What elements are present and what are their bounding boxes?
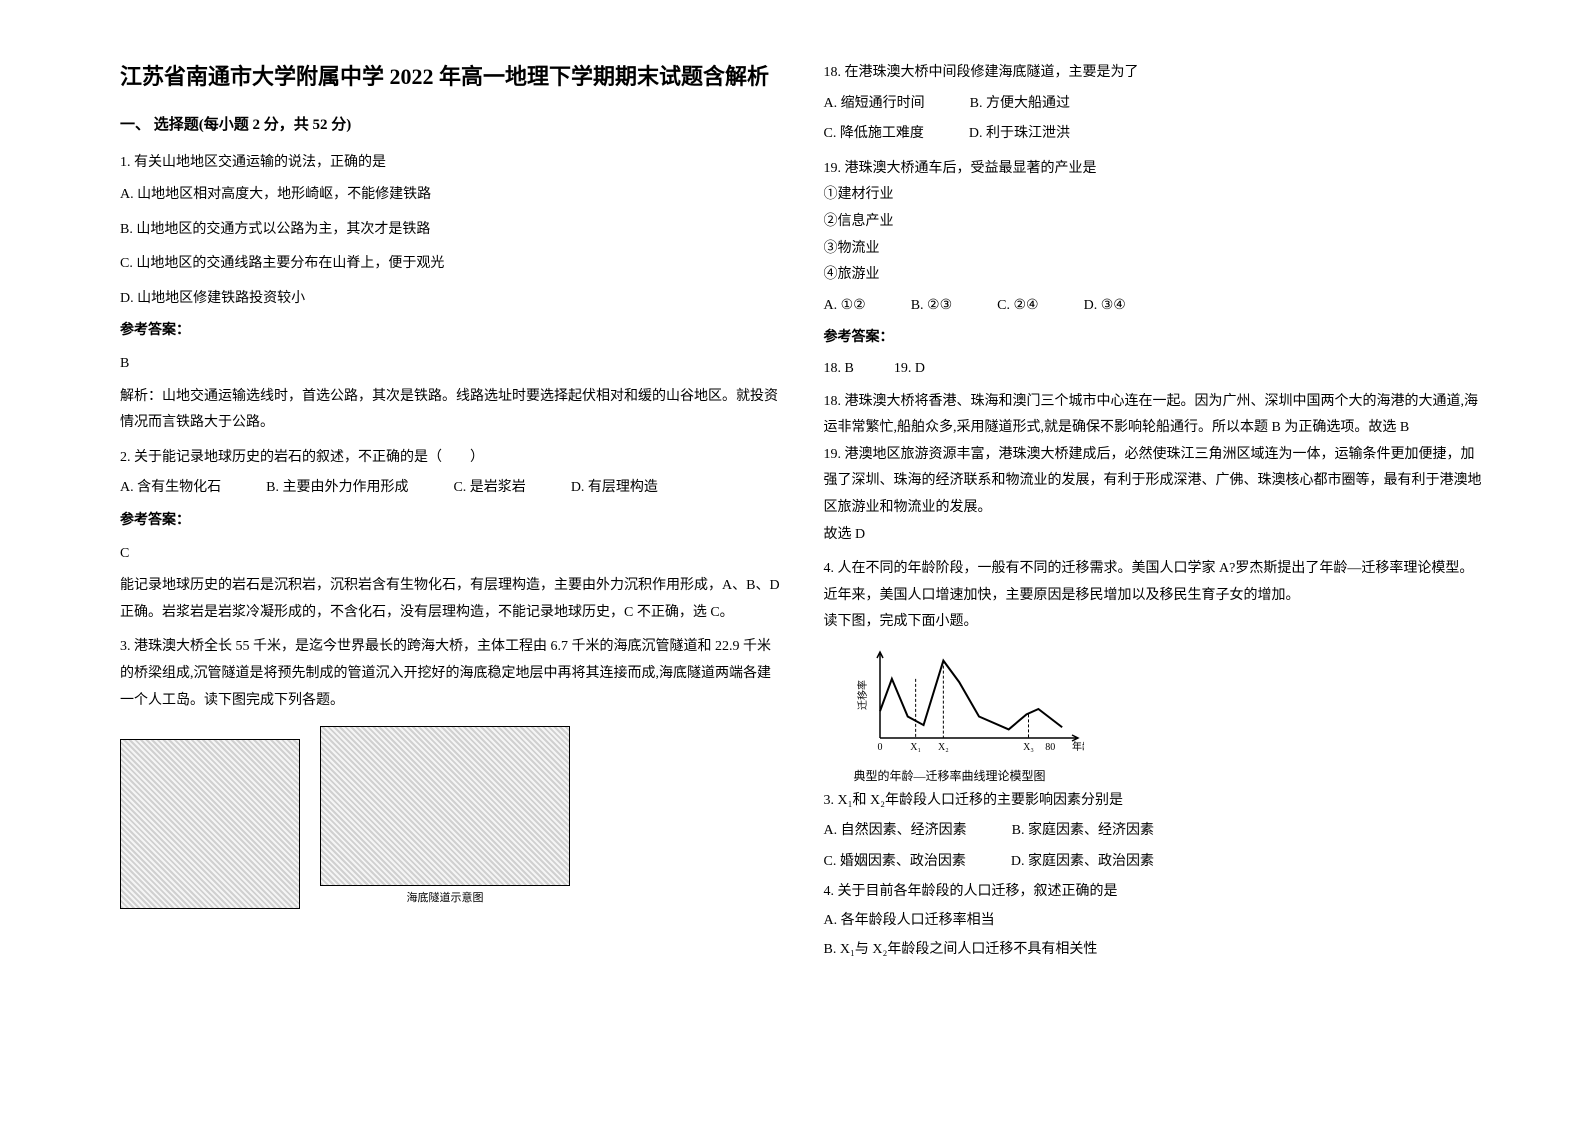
tunnel-caption: 海底隧道示意图 [407, 888, 484, 909]
q4-sub3-row1: A. 自然因素、经济因素 B. 家庭因素、经济因素 [824, 818, 1488, 845]
q19-o3: ③物流业 [824, 236, 1488, 263]
q19-option-c: C. ②④ [997, 293, 1038, 320]
q18-19-answers: 18. B 19. D [824, 356, 1488, 383]
right-column: 18. 在港珠澳大桥中间段修建海底隧道，主要是为了 A. 缩短通行时间 B. 方… [804, 60, 1508, 1082]
q1-explain: 解析：山地交通运输选线时，首选公路，其次是铁路。线路选址时要选择起伏相对和缓的山… [120, 384, 784, 437]
q18-stem: 18. 在港珠澳大桥中间段修建海底隧道，主要是为了 [824, 60, 1488, 87]
q18-option-d: D. 利于珠江泄洪 [969, 121, 1070, 148]
q1-answer: B [120, 351, 784, 378]
q19-o4: ④旅游业 [824, 262, 1488, 289]
answer-label: 参考答案： [824, 325, 1488, 352]
q2-option-a: A. 含有生物化石 [120, 475, 221, 502]
q18-option-a: A. 缩短通行时间 [824, 91, 925, 118]
q1-option-c: C. 山地地区的交通线路主要分布在山脊上，便于观光 [120, 251, 784, 278]
q1-option-b: B. 山地地区的交通方式以公路为主，其次才是铁路 [120, 217, 784, 244]
q19-o2: ②信息产业 [824, 209, 1488, 236]
q2-explain: 能记录地球历史的岩石是沉积岩，沉积岩含有生物化石，有层理构造，主要由外力沉积作用… [120, 573, 784, 626]
q19-option-d: D. ③④ [1084, 293, 1126, 320]
q4-sub4-stem: 4. 关于目前各年龄段的人口迁移，叙述正确的是 [824, 879, 1488, 906]
svg-text:X₃: X₃ [1023, 742, 1034, 753]
explain19b: 故选 D [824, 522, 1488, 549]
q2-stem-a: 2. 关于能记录地球历史的岩石的叙述，不正确的是（ [120, 450, 442, 465]
q4s3-c: C. 婚姻因素、政治因素 [824, 849, 966, 876]
q18-option-b: B. 方便大船通过 [970, 91, 1070, 118]
svg-text:X₂: X₂ [938, 742, 949, 753]
q2-option-b: B. 主要由外力作用形成 [266, 475, 408, 502]
q4-sub3-row2: C. 婚姻因素、政治因素 D. 家庭因素、政治因素 [824, 849, 1488, 876]
q2-stem: 2. 关于能记录地球历史的岩石的叙述，不正确的是（ ） [120, 445, 784, 472]
svg-text:0: 0 [877, 742, 882, 753]
section-header: 一、 选择题(每小题 2 分，共 52 分) [120, 111, 784, 140]
q1-stem: 1. 有关山地地区交通运输的说法，正确的是 [120, 150, 784, 177]
migration-chart: 0 X₁ X₂ X₃ 80 年龄(岁) 迁移率 [854, 646, 1488, 761]
q18-option-c: C. 降低施工难度 [824, 121, 924, 148]
q3-images: 海底隧道示意图 [120, 726, 784, 909]
q19-options: A. ①② B. ②③ C. ②④ D. ③④ [824, 293, 1488, 320]
page-title: 江苏省南通市大学附属中学 2022 年高一地理下学期期末试题含解析 [120, 60, 784, 93]
svg-text:X₁: X₁ [910, 742, 921, 753]
q2-options: A. 含有生物化石 B. 主要由外力作用形成 C. 是岩浆岩 D. 有层理构造 [120, 475, 784, 502]
q18-row2: C. 降低施工难度 D. 利于珠江泄洪 [824, 121, 1488, 148]
a18: 18. B [824, 356, 854, 383]
q19-option-a: A. ①② [824, 293, 866, 320]
q4-sub3-stem: 3. X₁和 X₂年龄段人口迁移的主要影响因素分别是 [824, 788, 1488, 815]
q4-read: 读下图，完成下面小题。 [824, 609, 1488, 636]
question-2: 2. 关于能记录地球历史的岩石的叙述，不正确的是（ ） A. 含有生物化石 B.… [120, 445, 784, 627]
svg-text:迁移率: 迁移率 [856, 680, 869, 710]
q18-row1: A. 缩短通行时间 B. 方便大船通过 [824, 91, 1488, 118]
q4s3-a: A. 自然因素、经济因素 [824, 818, 967, 845]
left-column: 江苏省南通市大学附属中学 2022 年高一地理下学期期末试题含解析 一、 选择题… [100, 60, 804, 1082]
q19-o1: ①建材行业 [824, 182, 1488, 209]
q4s3-d: D. 家庭因素、政治因素 [1011, 849, 1154, 876]
q4s4-a: A. 各年龄段人口迁移率相当 [824, 908, 1488, 935]
question-4: 4. 人在不同的年龄阶段，一般有不同的迁移需求。美国人口学家 A?罗杰斯提出了年… [824, 556, 1488, 963]
q4-intro: 4. 人在不同的年龄阶段，一般有不同的迁移需求。美国人口学家 A?罗杰斯提出了年… [824, 556, 1488, 609]
q4s4-b: B. X₁与 X₂年龄段之间人口迁移不具有相关性 [824, 937, 1488, 964]
answer-label: 参考答案： [120, 318, 784, 345]
question-1: 1. 有关山地地区交通运输的说法，正确的是 A. 山地地区相对高度大，地形崎岖，… [120, 150, 784, 437]
q19-stem: 19. 港珠澳大桥通车后，受益最显著的产业是 [824, 156, 1488, 183]
q1-option-d: D. 山地地区修建铁路投资较小 [120, 286, 784, 313]
q2-option-c: C. 是岩浆岩 [453, 475, 525, 502]
q19-option-b: B. ②③ [911, 293, 952, 320]
explain18: 18. 港珠澳大桥将香港、珠海和澳门三个城市中心连在一起。因为广州、深圳中国两个… [824, 389, 1488, 442]
svg-text:80: 80 [1045, 742, 1055, 753]
q2-answer: C [120, 541, 784, 568]
question-3-intro: 3. 港珠澳大桥全长 55 千米，是迄今世界最长的跨海大桥，主体工程由 6.7 … [120, 634, 784, 909]
a19: 19. D [894, 356, 925, 383]
svg-text:年龄(岁): 年龄(岁) [1072, 740, 1084, 753]
q2-stem-b: ） [470, 450, 484, 465]
q1-option-a: A. 山地地区相对高度大，地形崎岖，不能修建铁路 [120, 182, 784, 209]
q3-intro: 3. 港珠澳大桥全长 55 千米，是迄今世界最长的跨海大桥，主体工程由 6.7 … [120, 634, 784, 714]
chart-caption: 典型的年龄—迁移率曲线理论模型图 [854, 765, 1488, 788]
q4s3-b: B. 家庭因素、经济因素 [1012, 818, 1154, 845]
q2-option-d: D. 有层理构造 [571, 475, 658, 502]
map-image [120, 739, 300, 909]
question-19: 19. 港珠澳大桥通车后，受益最显著的产业是 ①建材行业 ②信息产业 ③物流业 … [824, 156, 1488, 548]
question-18: 18. 在港珠澳大桥中间段修建海底隧道，主要是为了 A. 缩短通行时间 B. 方… [824, 60, 1488, 148]
tunnel-image-wrap: 海底隧道示意图 [320, 726, 570, 909]
explain19: 19. 港澳地区旅游资源丰富，港珠澳大桥建成后，必然使珠江三角洲区域连为一体，运… [824, 442, 1488, 522]
answer-label: 参考答案： [120, 508, 784, 535]
tunnel-image [320, 726, 570, 886]
chart-svg: 0 X₁ X₂ X₃ 80 年龄(岁) 迁移率 [854, 646, 1084, 761]
